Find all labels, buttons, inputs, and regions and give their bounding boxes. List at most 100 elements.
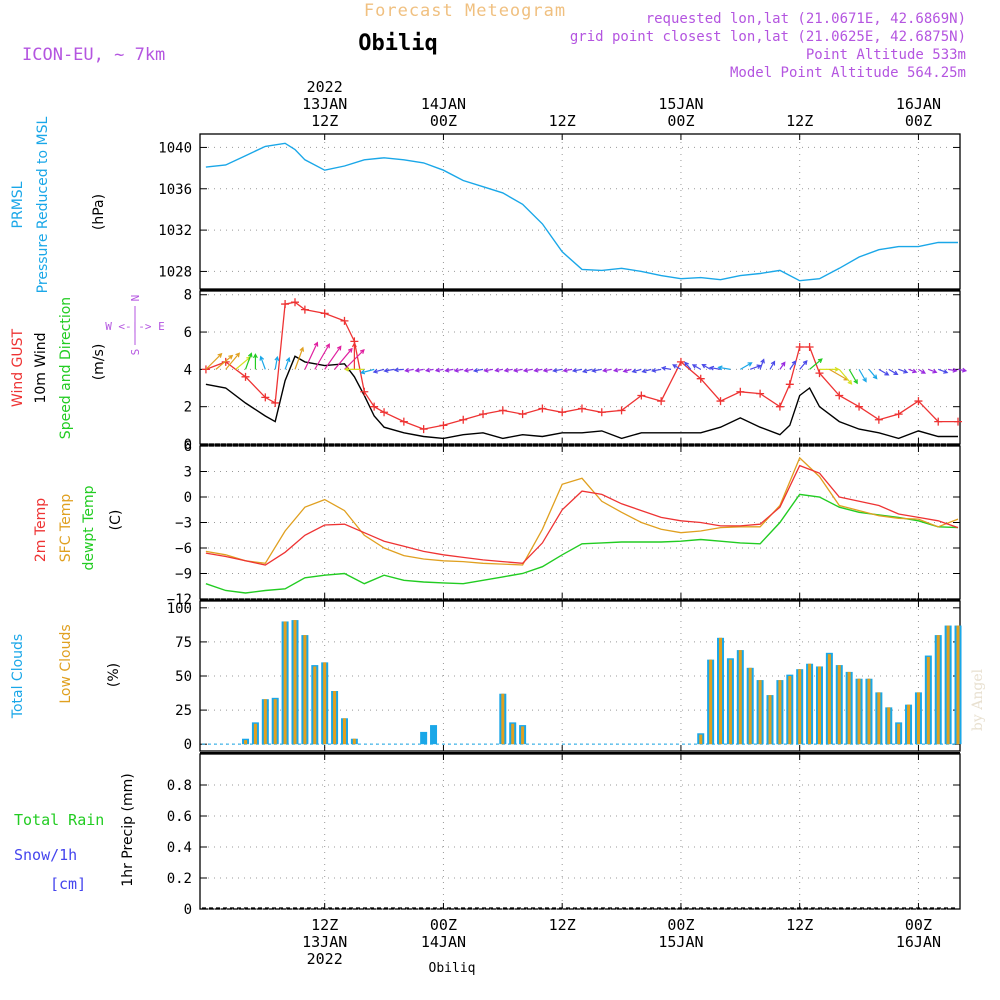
wind-direction-arrow	[571, 367, 583, 373]
gust-marker	[657, 397, 666, 406]
time-label-top: 12Z	[786, 112, 813, 130]
time-label-top: 14JAN	[421, 95, 466, 113]
wind-direction-arrow	[591, 368, 602, 373]
y-tick-label: −6	[175, 541, 192, 557]
wind-direction-arrow	[918, 368, 927, 374]
y-tick-label: 2	[184, 400, 192, 416]
clouds-panel: 0 25 50 75 100	[167, 601, 962, 753]
gust-marker	[340, 316, 349, 325]
wind-direction-arrow	[483, 367, 494, 373]
time-label-bottom: 00Z	[430, 916, 457, 934]
low-cloud-bar	[293, 620, 297, 745]
wind-direction-arrow	[938, 368, 949, 374]
wind-direction-arrow	[453, 367, 464, 373]
low-cloud-bar	[827, 654, 831, 745]
gust-marker	[894, 410, 903, 419]
low-cloud-bar	[817, 666, 821, 745]
wind-direction-arrow	[868, 368, 878, 380]
pressure-label-prmsl: PRMSL	[10, 181, 26, 228]
y-tick-label: 3	[184, 465, 192, 481]
clouds-low-label: Low Clouds	[58, 624, 74, 703]
low-cloud-bar	[877, 692, 881, 745]
low-cloud-bar	[699, 734, 703, 745]
precip-unit: 1hr Precip (mm)	[120, 773, 136, 886]
panel-wind-frame	[199, 290, 961, 445]
temp-2m-line	[205, 464, 959, 566]
wind-direction-arrow	[314, 343, 330, 370]
low-cloud-bar	[719, 637, 723, 745]
y-tick-label: 0	[184, 902, 192, 918]
gust-marker	[360, 387, 369, 396]
low-cloud-bar	[768, 695, 772, 745]
model-altitude: Model Point Altitude 564.25m	[730, 65, 966, 81]
wind-direction-arrow	[359, 368, 375, 375]
time-label-top: 16JAN	[896, 95, 941, 113]
precip-snow-unit: [cm]	[50, 875, 86, 893]
low-cloud-bar	[808, 663, 812, 745]
low-cloud-bar	[342, 718, 346, 745]
gust-marker	[479, 410, 488, 419]
wind-direction-arrow	[717, 365, 731, 371]
low-cloud-bar	[857, 678, 861, 745]
y-tick-label: 1040	[158, 140, 192, 156]
y-tick-label: 1028	[158, 264, 192, 280]
wind-direction-arrow	[858, 369, 867, 383]
time-label-bottom: 15JAN	[658, 933, 703, 951]
sfc-temp-line	[205, 456, 959, 566]
location-title: Obiliq	[358, 31, 437, 56]
gust-marker	[221, 357, 230, 366]
wind-panel: 0 2 4 6 8	[184, 288, 968, 453]
panel-precip-frame	[199, 753, 961, 910]
wind-direction-arrow	[740, 362, 753, 370]
clouds-unit: (%)	[106, 663, 122, 687]
wind-direction-arrow	[424, 367, 434, 373]
time-label-top: 00Z	[430, 112, 457, 130]
gust-marker	[498, 406, 507, 415]
y-tick-label: −3	[175, 516, 192, 532]
gust-marker	[577, 404, 586, 413]
wind-direction-arrow	[244, 352, 253, 370]
low-cloud-bar	[501, 693, 505, 745]
time-label-bottom: 12Z	[549, 916, 576, 934]
wind-direction-arrow	[344, 366, 365, 372]
gust-marker	[597, 408, 606, 417]
gust-marker	[291, 298, 299, 307]
low-cloud-bar	[907, 704, 911, 745]
y-tick-label: 1036	[158, 182, 192, 198]
wind-direction-arrow	[503, 367, 513, 373]
time-label-top: 12Z	[549, 112, 576, 130]
gust-marker	[261, 393, 270, 402]
wind-direction-arrow	[888, 368, 899, 375]
wind-direction-arrow	[878, 368, 890, 376]
wind-10m-label: 10m Wind	[33, 332, 49, 403]
y-tick-label: −9	[175, 567, 192, 583]
gust-marker	[785, 380, 794, 389]
wind-gust-label: Wind GUST	[10, 328, 26, 407]
model-label: ICON-EU, ~ 7km	[22, 45, 165, 65]
wind-direction-arrow	[562, 367, 573, 373]
gust-marker	[518, 410, 527, 419]
y-tick-label: 8	[184, 288, 192, 304]
wind-direction-arrow	[819, 366, 840, 372]
wind-direction-arrow	[672, 364, 682, 370]
low-cloud-bar	[758, 680, 762, 745]
low-cloud-bar	[273, 699, 277, 745]
low-cloud-bar	[778, 680, 782, 745]
low-cloud-bar	[956, 625, 960, 745]
wind-direction-arrow	[622, 368, 632, 373]
precip-rain-label: Total Rain	[14, 811, 104, 829]
wind-direction-arrow	[701, 363, 711, 370]
gust-marker	[419, 425, 428, 434]
wind-direction-arrow	[750, 364, 762, 370]
wind-direction-arrow	[631, 368, 642, 374]
y-tick-label: 4	[184, 362, 192, 378]
low-cloud-bar	[521, 726, 525, 745]
credit-watermark: by Angel	[970, 668, 986, 731]
wind-direction-arrow	[809, 358, 823, 370]
gust-marker	[696, 374, 705, 383]
low-cloud-bar	[352, 738, 356, 745]
time-label-top: 12Z	[311, 112, 338, 130]
y-tick-label: 0.4	[167, 840, 192, 856]
temperature-panel: −12 −9 −6 −3 0 3 6	[167, 439, 960, 608]
